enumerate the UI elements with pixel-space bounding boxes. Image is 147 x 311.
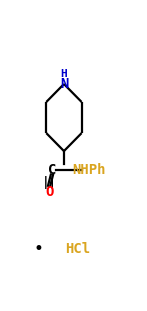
Text: ||: || [42,176,57,189]
Text: N: N [60,77,68,91]
Text: •: • [34,240,44,258]
Text: NHPh: NHPh [72,163,106,177]
Text: HCl: HCl [65,242,90,256]
Text: O: O [46,185,54,199]
Text: H: H [61,69,67,79]
Text: C: C [48,163,57,177]
